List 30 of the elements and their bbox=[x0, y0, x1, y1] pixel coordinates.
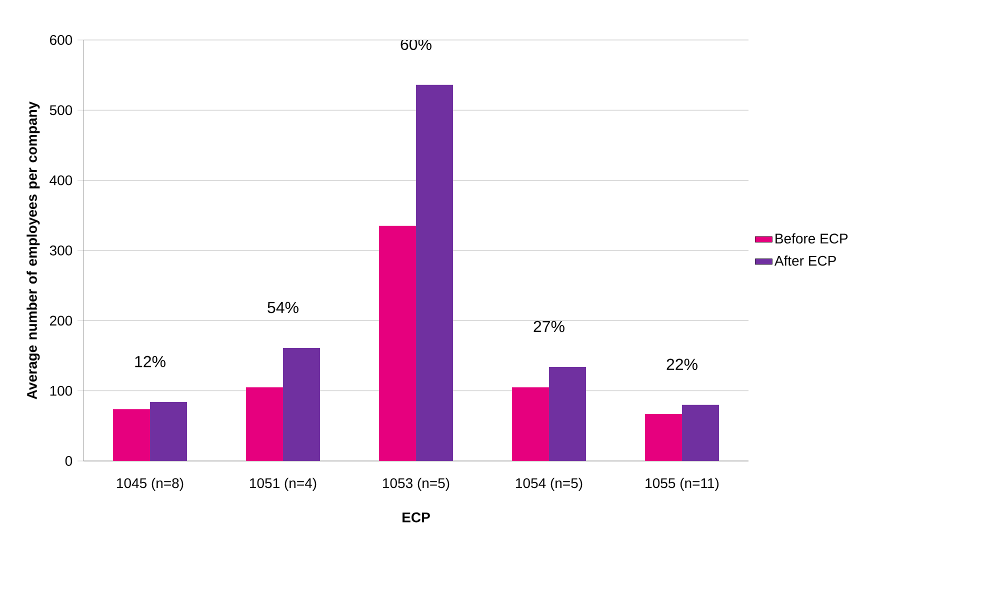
y-tick-label: 500 bbox=[50, 105, 72, 116]
x-tick-label: 1053 (n=5) bbox=[383, 478, 450, 491]
x-tick-label: 1054 (n=5) bbox=[516, 478, 582, 491]
x-tick-label: 1045 (n=8) bbox=[117, 478, 184, 491]
bar bbox=[682, 404, 720, 461]
bar bbox=[150, 402, 188, 461]
annotation: 22% bbox=[666, 358, 698, 370]
bar bbox=[379, 226, 416, 461]
annotation: 54% bbox=[268, 302, 298, 314]
x-axis-title: ECP bbox=[402, 512, 430, 522]
bar bbox=[416, 84, 454, 461]
y-tick-label: 300 bbox=[50, 246, 72, 256]
bar bbox=[246, 387, 284, 461]
bar bbox=[645, 414, 682, 461]
x-tick-label: 1051 (n=4) bbox=[250, 478, 316, 491]
annotation: 12% bbox=[135, 356, 166, 368]
y-tick-label: 600 bbox=[50, 35, 72, 45]
legend-label: Before ECP bbox=[776, 233, 848, 244]
y-axis-title: Average number of employees per company bbox=[26, 101, 40, 400]
bar bbox=[113, 409, 150, 461]
y-tick-label: 0 bbox=[65, 456, 72, 466]
x-tick-label: 1055 (n=11) bbox=[646, 478, 719, 491]
y-tick-label: 400 bbox=[50, 175, 72, 186]
bar bbox=[549, 366, 586, 461]
y-tick-label: 200 bbox=[50, 316, 72, 326]
y-tick-label: 100 bbox=[50, 386, 72, 396]
bar bbox=[283, 348, 320, 461]
bar bbox=[512, 387, 550, 461]
legend-label: After ECP bbox=[774, 255, 836, 266]
annotation: 27% bbox=[534, 320, 564, 332]
